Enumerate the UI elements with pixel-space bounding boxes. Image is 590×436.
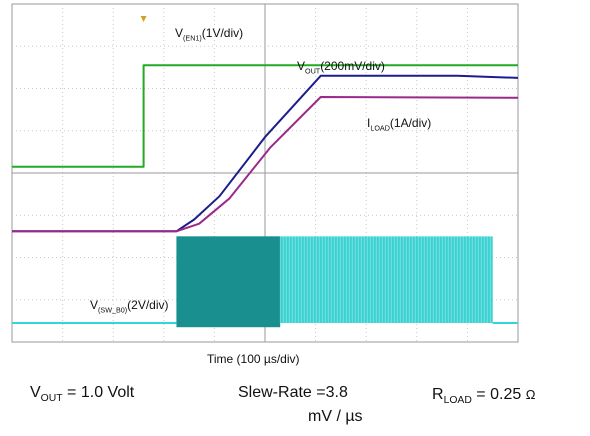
label-sw: V(SW_B0)(2V/div) — [90, 298, 169, 314]
trace-sw-soft-start — [176, 236, 280, 327]
label-vout: VOUT(200mV/div) — [297, 59, 385, 75]
x-axis-label: Time (100 µs/div) — [207, 352, 300, 366]
footer-vout: VOUT = 1.0 Volt — [30, 384, 134, 404]
footer-slew-unit: mV / µs — [308, 408, 363, 426]
oscilloscope-capture — [0, 0, 590, 350]
footer-rload: RLOAD = 0.25 Ω — [432, 386, 535, 406]
label-en1: V(EN1)(1V/div) — [175, 26, 243, 42]
label-iload: ILOAD(1A/div) — [367, 116, 431, 132]
footer-slew-rate: Slew-Rate =3.8 — [238, 384, 348, 402]
